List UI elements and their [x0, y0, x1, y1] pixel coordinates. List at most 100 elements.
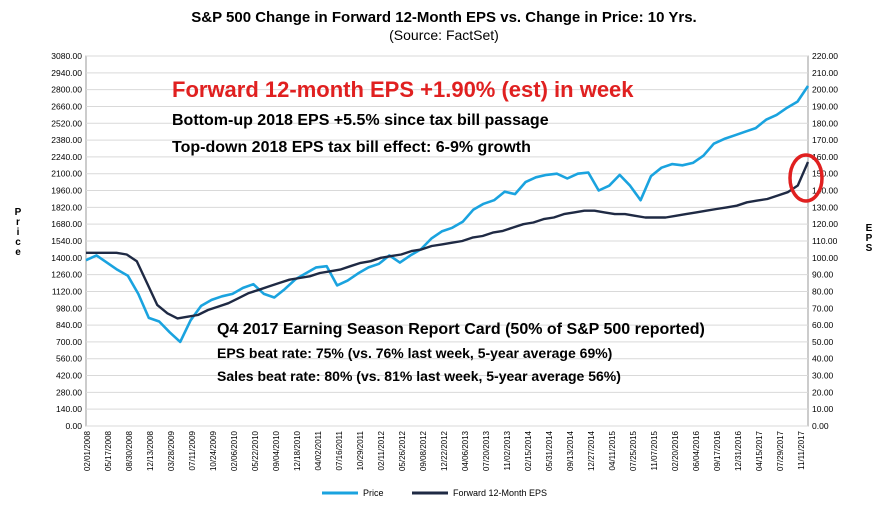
x-tick-label: 09/13/2014	[566, 430, 575, 471]
x-tick-label: 02/06/2010	[230, 430, 239, 471]
legend-price-label: Price	[363, 488, 384, 498]
x-tick-label: 04/11/2015	[608, 430, 617, 470]
right-tick-label: 150.00	[812, 169, 838, 179]
x-axis-ticks: 02/01/2008 05/17/2008 08/30/2008 12/13/2008…	[83, 430, 806, 471]
series-lines	[85, 85, 810, 344]
x-tick-label: 09/08/2012	[419, 430, 428, 471]
annotation-bottom-up: Bottom-up 2018 EPS +5.5% since tax bill …	[172, 112, 549, 129]
x-tick-label: 02/01/2008	[83, 430, 92, 471]
x-tick-label: 09/17/2016	[713, 430, 722, 471]
chart-subtitle: (Source: FactSet)	[389, 27, 499, 43]
x-tick-label: 04/15/2017	[755, 430, 764, 471]
x-tick-label: 11/11/2017	[797, 430, 806, 469]
x-tick-label: 09/04/2010	[272, 430, 281, 471]
left-tick-label: 1820.00	[51, 202, 82, 212]
x-tick-label: 05/22/2010	[251, 430, 260, 471]
left-tick-label: 1540.00	[51, 236, 82, 246]
x-tick-label: 12/13/2008	[146, 430, 155, 471]
series-eps-line	[86, 161, 810, 320]
x-tick-label: 10/24/2009	[209, 430, 218, 471]
highlight-circle	[788, 153, 824, 203]
right-tick-label: 190.00	[812, 101, 838, 111]
right-tick-label: 140.00	[812, 186, 838, 196]
left-tick-label: 2660.00	[51, 101, 82, 111]
right-tick-label: 90.00	[812, 270, 834, 280]
left-tick-label: 2800.00	[51, 85, 82, 95]
left-tick-label: 140.00	[56, 404, 82, 414]
left-tick-label: 1680.00	[51, 219, 82, 229]
annotation-eps-beat: EPS beat rate: 75% (vs. 76% last week, 5…	[217, 345, 612, 361]
left-tick-label: 1960.00	[51, 186, 82, 196]
x-tick-label: 07/20/2013	[482, 430, 491, 471]
right-tick-label: 10.00	[812, 404, 834, 414]
left-tick-label: 0.00	[65, 421, 82, 431]
annotation-eps-week: Forward 12-month EPS +1.90% (est) in wee…	[172, 77, 634, 102]
x-tick-label: 07/11/2009	[188, 430, 197, 470]
right-tick-label: 200.00	[812, 85, 838, 95]
x-tick-label: 07/29/2017	[776, 430, 785, 471]
left-tick-label: 420.00	[56, 371, 82, 381]
x-tick-label: 07/25/2015	[629, 430, 638, 471]
x-tick-label: 03/28/2009	[167, 430, 176, 471]
x-tick-label: 02/11/2012	[377, 430, 386, 470]
x-tick-label: 04/02/2011	[314, 430, 323, 470]
x-tick-label: 08/30/2008	[125, 430, 134, 471]
x-tick-label: 12/18/2010	[293, 430, 302, 471]
legend-eps-label: Forward 12-Month EPS	[453, 488, 547, 498]
annotation-sales-beat: Sales beat rate: 80% (vs. 81% last week,…	[217, 368, 621, 384]
legend: Price Forward 12-Month EPS	[322, 488, 547, 498]
left-tick-label: 980.00	[56, 303, 82, 313]
grid-lines	[86, 55, 808, 427]
x-tick-label: 05/26/2012	[398, 430, 407, 471]
right-tick-label: 180.00	[812, 118, 838, 128]
left-tick-label: 2240.00	[51, 152, 82, 162]
right-tick-label: 80.00	[812, 286, 834, 296]
x-tick-label: 02/20/2016	[671, 430, 680, 471]
x-tick-label: 02/15/2014	[524, 430, 533, 471]
x-tick-label: 10/29/2011	[356, 430, 365, 470]
x-tick-label: 07/16/2011	[335, 430, 344, 470]
right-tick-label: 100.00	[812, 253, 838, 263]
right-axis-ticks: 0.00 10.00 20.00 30.00 40.00 50.00 60.00 70.00 8…	[812, 51, 838, 431]
left-axis-ticks: 0.00 140.00 280.00 420.00 560.00 700.00 840.00…	[51, 51, 82, 431]
x-tick-label: 12/22/2012	[440, 430, 449, 471]
right-tick-label: 20.00	[812, 387, 834, 397]
left-tick-label: 840.00	[56, 320, 82, 330]
annotation-top-down: Top-down 2018 EPS tax bill effect: 6-9% …	[172, 139, 531, 156]
x-tick-label: 06/04/2016	[692, 430, 701, 471]
right-tick-label: 220.00	[812, 51, 838, 61]
left-tick-label: 560.00	[56, 354, 82, 364]
right-tick-label: 110.00	[812, 236, 838, 246]
x-tick-label: 05/17/2008	[104, 430, 113, 471]
right-tick-label: 0.00	[812, 421, 829, 431]
x-tick-label: 11/02/2013	[503, 430, 512, 470]
left-tick-label: 1260.00	[51, 270, 82, 280]
x-tick-label: 12/31/2016	[734, 430, 743, 471]
right-tick-label: 60.00	[812, 320, 834, 330]
left-tick-label: 2520.00	[51, 118, 82, 128]
right-tick-label: 70.00	[812, 303, 834, 313]
right-tick-label: 120.00	[812, 219, 838, 229]
left-tick-label: 1400.00	[51, 253, 82, 263]
x-tick-label: 11/07/2015	[650, 430, 659, 470]
right-tick-label: 160.00	[812, 152, 838, 162]
x-tick-label: 04/06/2013	[461, 430, 470, 471]
right-tick-label: 170.00	[812, 135, 838, 145]
x-tick-label: 05/31/2014	[545, 430, 554, 471]
left-tick-label: 280.00	[56, 387, 82, 397]
right-tick-label: 210.00	[812, 68, 838, 78]
right-tick-label: 130.00	[812, 202, 838, 212]
chart-title: S&P 500 Change in Forward 12-Month EPS v…	[191, 9, 696, 26]
left-tick-label: 3080.00	[51, 51, 82, 61]
left-tick-label: 700.00	[56, 337, 82, 347]
left-tick-label: 2940.00	[51, 68, 82, 78]
left-tick-label: 2380.00	[51, 135, 82, 145]
right-tick-label: 30.00	[812, 371, 834, 381]
right-tick-label: 40.00	[812, 354, 834, 364]
left-tick-label: 1120.00	[52, 286, 82, 296]
annotation-report-card: Q4 2017 Earning Season Report Card (50% …	[217, 321, 705, 338]
